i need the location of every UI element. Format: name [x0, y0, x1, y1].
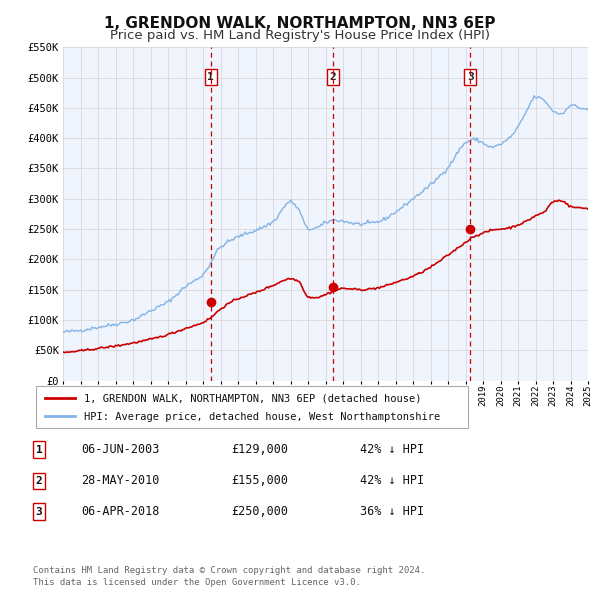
Text: Price paid vs. HM Land Registry's House Price Index (HPI): Price paid vs. HM Land Registry's House … [110, 29, 490, 42]
Text: 3: 3 [467, 72, 473, 82]
Text: 28-MAY-2010: 28-MAY-2010 [81, 474, 160, 487]
Text: 2: 2 [35, 476, 43, 486]
Text: HPI: Average price, detached house, West Northamptonshire: HPI: Average price, detached house, West… [83, 412, 440, 422]
Text: 1: 1 [208, 72, 214, 82]
Text: Contains HM Land Registry data © Crown copyright and database right 2024.
This d: Contains HM Land Registry data © Crown c… [33, 566, 425, 587]
Text: 1, GRENDON WALK, NORTHAMPTON, NN3 6EP: 1, GRENDON WALK, NORTHAMPTON, NN3 6EP [104, 16, 496, 31]
Text: 3: 3 [35, 507, 43, 516]
Text: £250,000: £250,000 [231, 505, 288, 518]
Text: 06-APR-2018: 06-APR-2018 [81, 505, 160, 518]
FancyBboxPatch shape [36, 386, 468, 428]
Text: £129,000: £129,000 [231, 443, 288, 456]
Text: 1, GRENDON WALK, NORTHAMPTON, NN3 6EP (detached house): 1, GRENDON WALK, NORTHAMPTON, NN3 6EP (d… [83, 394, 421, 404]
Text: 42% ↓ HPI: 42% ↓ HPI [360, 443, 424, 456]
Text: 36% ↓ HPI: 36% ↓ HPI [360, 505, 424, 518]
Text: 06-JUN-2003: 06-JUN-2003 [81, 443, 160, 456]
Text: £155,000: £155,000 [231, 474, 288, 487]
Text: 1: 1 [35, 445, 43, 454]
Text: 2: 2 [329, 72, 336, 82]
Text: 42% ↓ HPI: 42% ↓ HPI [360, 474, 424, 487]
